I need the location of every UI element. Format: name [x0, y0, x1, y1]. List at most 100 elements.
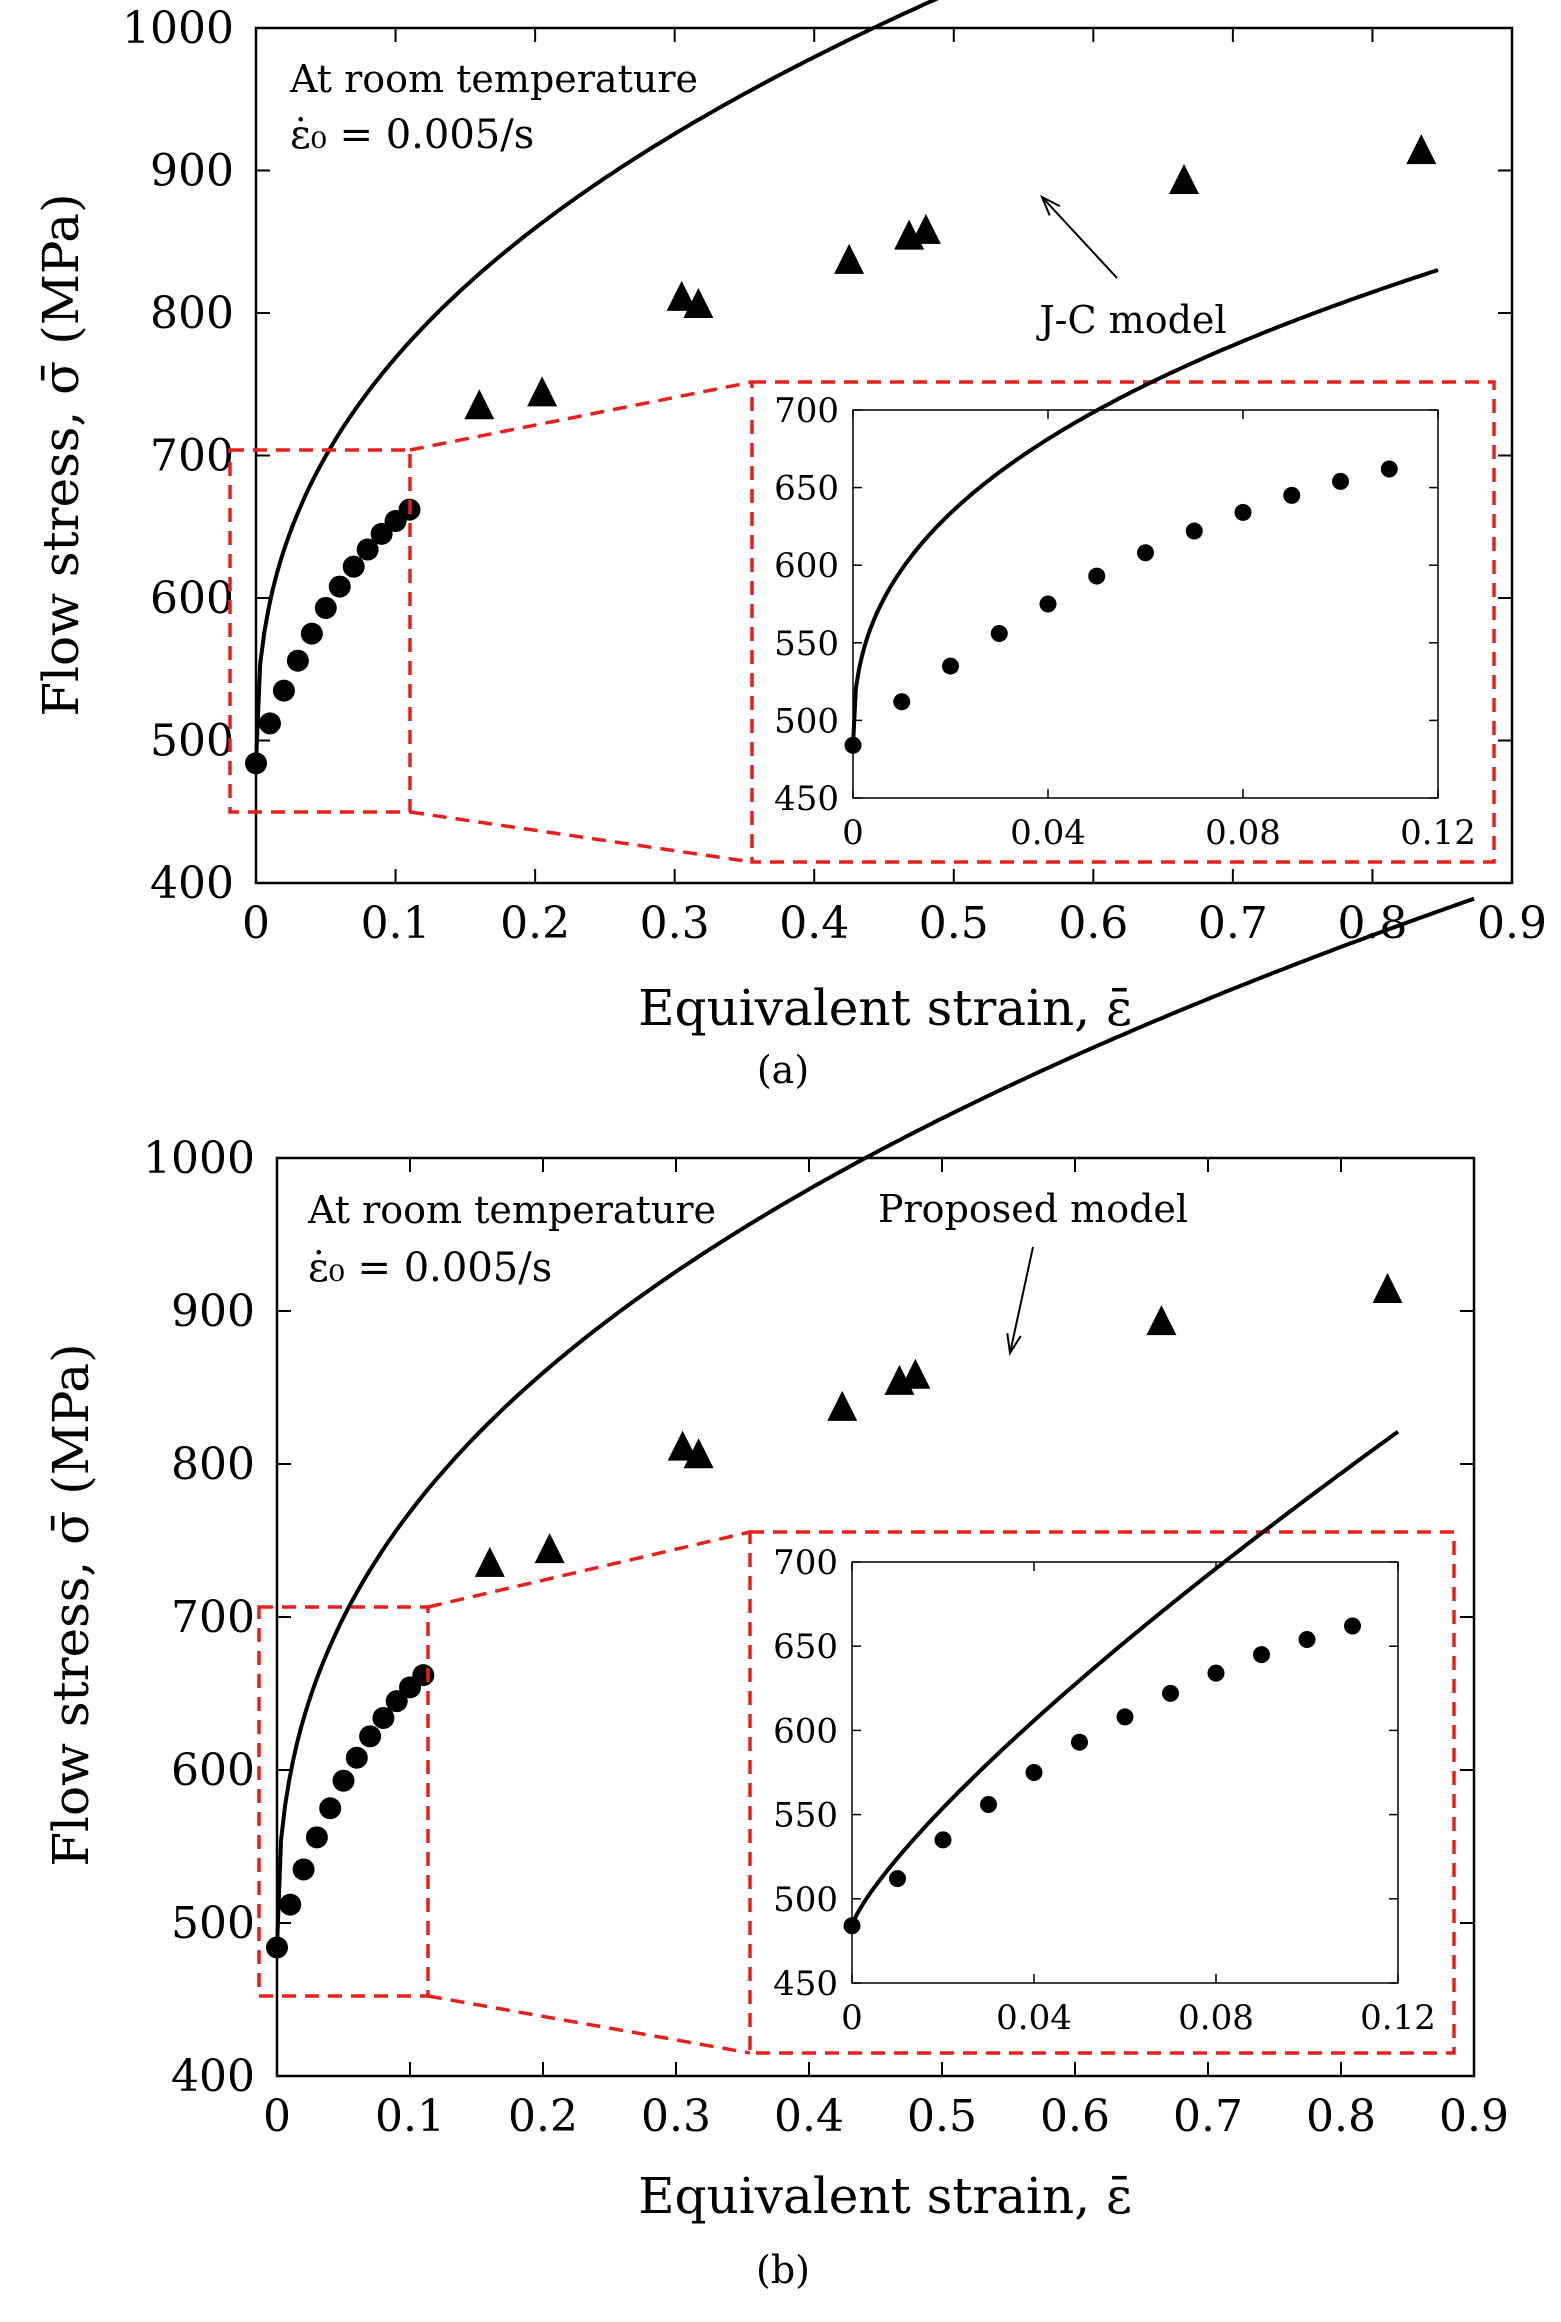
inset-data-point: [1116, 1708, 1134, 1726]
x-tick-label: 0.4: [774, 2091, 844, 2142]
model-curve: [254, 0, 939, 764]
inset-data-point: [934, 1831, 952, 1849]
inset-border: [748, 1530, 1456, 2055]
y-tick-label: 800: [150, 288, 234, 339]
x-tick-label: 0.9: [1477, 898, 1547, 949]
model-arrow-head: [1040, 194, 1061, 216]
inset-frame: [852, 409, 1439, 799]
inset-data-point: [990, 624, 1008, 642]
y-tick-label: 700: [150, 431, 234, 482]
data-point-triangle: [900, 1358, 931, 1389]
x-axis-label: Equivalent strain, ε̄: [638, 2167, 1132, 2225]
inset-data-point: [1253, 1646, 1270, 1664]
inset-y-tick-label: 600: [774, 546, 839, 586]
data-point-circle: [245, 752, 267, 775]
data-point-circle: [345, 1746, 368, 1769]
zoom-region: [228, 448, 412, 814]
data-point-circle: [332, 1769, 355, 1792]
data-point-circle: [286, 649, 309, 672]
inset-data-point: [1071, 1733, 1088, 1751]
data-point-circle: [266, 1936, 288, 1959]
y-axis-label: Flow stress, σ̄ (MPa): [42, 1343, 100, 1866]
zoom-region: [257, 1605, 430, 1998]
data-point-triangle: [464, 389, 495, 420]
y-tick-label: 700: [171, 1592, 255, 1643]
data-point-triangle: [527, 376, 558, 407]
data-point-circle: [305, 1826, 328, 1849]
inset-x-tick-label: 0.08: [1205, 813, 1281, 853]
inset-data-point: [889, 1870, 906, 1888]
data-point-triangle: [683, 1438, 714, 1469]
inset-y-tick-label: 700: [774, 391, 839, 431]
model-curve: [275, 896, 1475, 1948]
inset-x-tick-label: 0.08: [1178, 1998, 1254, 2038]
inset-y-tick-label: 600: [773, 1711, 838, 1751]
data-point-triangle: [827, 1390, 858, 1421]
data-point-circle: [279, 1893, 302, 1916]
y-tick-label: 800: [171, 1439, 255, 1490]
data-point-triangle: [534, 1533, 565, 1564]
inset-y-tick-label: 550: [773, 1796, 838, 1836]
zoom-connector: [409, 810, 753, 864]
x-tick-label: 0.3: [640, 898, 710, 949]
model-label: J-C model: [1035, 298, 1226, 342]
x-tick-label: 0.1: [375, 2091, 445, 2142]
y-tick-label: 400: [171, 2051, 255, 2102]
inset-model-curve: [851, 268, 1439, 746]
data-point-triangle: [1372, 1273, 1403, 1304]
inset-x-tick-label: 0.04: [996, 1998, 1072, 2038]
inset-data-point: [1162, 1684, 1179, 1702]
x-tick-label: 0: [263, 2091, 291, 2142]
data-point-circle: [372, 1706, 395, 1729]
x-tick-label: 0.2: [508, 2091, 578, 2142]
x-tick-label: 0.6: [1058, 898, 1128, 949]
x-tick-label: 0.4: [779, 898, 849, 949]
inset-data-point: [893, 693, 911, 711]
data-point-triangle: [1146, 1305, 1177, 1336]
inset-x-tick-label: 0.04: [1010, 813, 1086, 853]
model-arrow: [1041, 196, 1118, 279]
x-tick-label: 0.2: [500, 898, 570, 949]
x-tick-label: 0.6: [1040, 2091, 1110, 2142]
panel-label: (a): [757, 1048, 809, 1092]
data-point-circle: [412, 1664, 435, 1687]
inset-y-tick-label: 650: [773, 1627, 838, 1667]
data-point-triangle: [1406, 134, 1437, 165]
zoom-connector: [409, 380, 753, 452]
inset-data-point: [1344, 1617, 1361, 1635]
zoom-connector: [427, 1994, 751, 2055]
data-point-triangle: [1169, 164, 1200, 195]
y-tick-label: 900: [171, 1286, 255, 1337]
y-tick-label: 900: [150, 146, 234, 197]
x-tick-label: 0.1: [361, 898, 431, 949]
inset-data-point: [942, 657, 959, 675]
data-point-circle: [300, 622, 323, 645]
inset-y-tick-label: 650: [774, 469, 839, 509]
y-tick-label: 1000: [122, 3, 234, 54]
x-tick-label: 0: [242, 898, 270, 949]
data-point-circle: [385, 1690, 408, 1713]
chart-panel-a: 400 500 600 700 800 900 1000 0 0.1 0.2 0.3 0.4 0.5 0.…: [32, 0, 1547, 1092]
inset-frame: [851, 1561, 1399, 1984]
data-point-triangle: [667, 1430, 698, 1461]
inset-x-tick-label: 0: [841, 1998, 863, 2038]
annotation-strain-rate: ε̇₀ = 0.005/s: [308, 1245, 552, 1291]
data-point-circle: [328, 575, 351, 598]
inset-data-point: [980, 1795, 997, 1813]
x-tick-label: 0.7: [1173, 2091, 1243, 2142]
panel-label: (b): [756, 2248, 810, 2292]
y-axis-label: Flow stress, σ̄ (MPa): [32, 193, 90, 716]
inset-y-tick-label: 550: [774, 624, 839, 664]
data-point-triangle: [474, 1546, 505, 1577]
y-tick-label: 500: [171, 1898, 255, 1949]
y-tick-label: 600: [150, 573, 234, 624]
x-tick-label: 0.3: [641, 2091, 711, 2142]
x-tick-label: 0.8: [1306, 2091, 1376, 2142]
data-point-circle: [272, 679, 295, 702]
inset-data-point: [843, 1917, 861, 1935]
inset-data-point: [1283, 486, 1301, 504]
model-arrow-head: [1006, 1333, 1022, 1356]
inset-data-point: [1380, 460, 1398, 478]
inset-x-tick-label: 0: [842, 813, 864, 853]
